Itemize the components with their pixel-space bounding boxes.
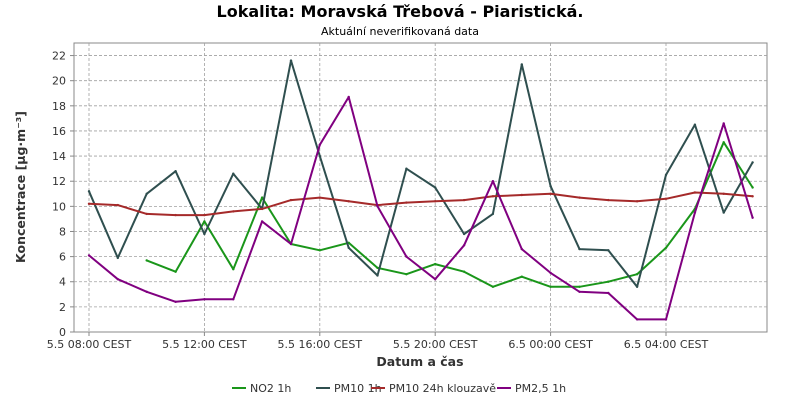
x-tick-label: 5.5 20:00 CEST [393, 338, 478, 351]
x-tick-label: 5.5 08:00 CEST [47, 338, 132, 351]
legend-item: NO2 1h [232, 382, 291, 395]
legend-label: PM10 24h klouzavě [389, 382, 496, 395]
series-line [88, 59, 754, 288]
y-tick-label: 18 [52, 100, 66, 113]
y-tick-label: 12 [52, 175, 66, 188]
legend-label: PM10 1h [334, 382, 382, 395]
series-layer [87, 59, 754, 321]
y-axis: 0 2 4 6 8 10 12 14 16 18 20 22 [52, 50, 74, 339]
y-axis-title: Koncentrace [µg·m⁻³] [13, 111, 28, 263]
y-tick-label: 0 [59, 326, 66, 339]
x-axis: 5.5 08:00 CEST 5.5 12:00 CEST 5.5 16:00 CE… [47, 332, 709, 351]
series-3 [87, 191, 754, 217]
y-tick-label: 4 [59, 276, 66, 289]
x-axis-title: Datum a čas [376, 354, 463, 369]
y-tick-label: 8 [59, 225, 66, 238]
x-tick-label: 5.5 16:00 CEST [278, 338, 363, 351]
legend-label: PM2,5 1h [515, 382, 566, 395]
chart-title: Lokalita: Moravská Třebová - Piaristická… [217, 2, 584, 21]
x-tick-label: 6.5 04:00 CEST [624, 338, 709, 351]
y-tick-label: 16 [52, 125, 66, 138]
series-2 [87, 59, 754, 288]
legend-item: PM10 1h [316, 382, 382, 395]
chart-subtitle: Aktuální neverifikovaná data [321, 25, 479, 38]
y-tick-label: 6 [59, 251, 66, 264]
plot-area [73, 42, 768, 333]
legend: NO2 1h PM10 1h PM10 24h klouzavě PM2,5 1h [232, 382, 566, 395]
x-tick-label: 6.5 00:00 CEST [508, 338, 593, 351]
legend-item: PM2,5 1h [497, 382, 566, 395]
grid-layer [74, 43, 767, 332]
legend-label: NO2 1h [250, 382, 291, 395]
y-tick-label: 20 [52, 75, 66, 88]
x-tick-label: 5.5 12:00 CEST [162, 338, 247, 351]
legend-item: PM10 24h klouzavě [371, 382, 496, 395]
series-line [145, 141, 754, 288]
series-line [88, 96, 754, 321]
y-tick-label: 22 [52, 50, 66, 63]
series-4 [87, 95, 754, 321]
y-tick-label: 2 [59, 301, 66, 314]
series-line [88, 191, 754, 217]
y-tick-label: 10 [52, 200, 66, 213]
y-tick-label: 14 [52, 150, 66, 163]
